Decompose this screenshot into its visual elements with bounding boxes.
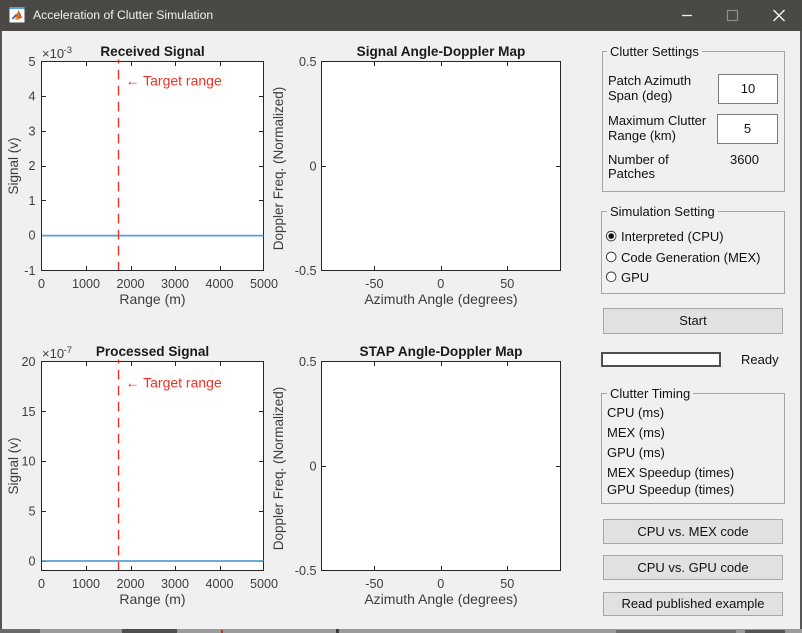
svg-text:0: 0 xyxy=(309,160,316,174)
svg-text:20: 20 xyxy=(21,355,35,369)
svg-text:5: 5 xyxy=(28,55,35,69)
svg-text:4000: 4000 xyxy=(205,577,233,591)
svg-text:4000: 4000 xyxy=(205,277,233,291)
svg-text:×10-7: ×10-7 xyxy=(42,345,72,361)
svg-text:2000: 2000 xyxy=(116,577,144,591)
svg-text:Doppler Freq. (Normalized): Doppler Freq. (Normalized) xyxy=(271,387,286,551)
svg-text:-0.5: -0.5 xyxy=(295,264,317,278)
svg-text:2: 2 xyxy=(28,159,35,173)
svg-text:Received Signal: Received Signal xyxy=(100,44,204,59)
svg-text:-50: -50 xyxy=(365,577,383,591)
svg-text:1: 1 xyxy=(28,194,35,208)
svg-text:0.5: 0.5 xyxy=(299,355,317,369)
svg-text:Signal (v): Signal (v) xyxy=(6,137,21,194)
svg-text:3000: 3000 xyxy=(161,277,189,291)
svg-text:3: 3 xyxy=(28,125,35,139)
svg-text:0: 0 xyxy=(28,229,35,243)
svg-text:Doppler Freq. (Normalized): Doppler Freq. (Normalized) xyxy=(271,87,286,251)
svg-text:0: 0 xyxy=(309,460,316,474)
svg-text:-1: -1 xyxy=(24,264,35,278)
svg-text:4: 4 xyxy=(28,90,35,104)
svg-text:5: 5 xyxy=(28,505,35,519)
svg-text:Azimuth Angle (degrees): Azimuth Angle (degrees) xyxy=(364,591,517,607)
svg-text:Range (m): Range (m) xyxy=(119,291,185,307)
svg-text:-50: -50 xyxy=(365,277,383,291)
svg-text:← Target range: ← Target range xyxy=(126,375,222,391)
svg-text:Processed Signal: Processed Signal xyxy=(96,344,209,359)
svg-text:0: 0 xyxy=(38,577,45,591)
svg-text:15: 15 xyxy=(21,405,35,419)
svg-text:×10-3: ×10-3 xyxy=(42,45,72,61)
svg-text:3000: 3000 xyxy=(161,577,189,591)
svg-text:50: 50 xyxy=(500,577,514,591)
svg-text:50: 50 xyxy=(500,277,514,291)
svg-text:0: 0 xyxy=(38,277,45,291)
svg-text:← Target range: ← Target range xyxy=(126,73,222,89)
svg-text:0: 0 xyxy=(437,577,444,591)
svg-text:STAP Angle-Doppler Map: STAP Angle-Doppler Map xyxy=(360,344,523,359)
svg-text:-0.5: -0.5 xyxy=(295,564,317,578)
svg-text:2000: 2000 xyxy=(116,277,144,291)
svg-text:Signal Angle-Doppler Map: Signal Angle-Doppler Map xyxy=(357,44,526,59)
svg-text:0: 0 xyxy=(437,277,444,291)
svg-text:0: 0 xyxy=(28,555,35,569)
svg-text:5000: 5000 xyxy=(250,577,278,591)
svg-text:1000: 1000 xyxy=(72,577,100,591)
svg-text:10: 10 xyxy=(21,455,35,469)
svg-text:5000: 5000 xyxy=(250,277,278,291)
svg-text:0.5: 0.5 xyxy=(299,55,317,69)
svg-text:Range (m): Range (m) xyxy=(119,591,185,607)
svg-text:Signal (v): Signal (v) xyxy=(6,437,21,494)
svg-text:1000: 1000 xyxy=(72,277,100,291)
svg-text:Azimuth Angle (degrees): Azimuth Angle (degrees) xyxy=(364,291,517,307)
